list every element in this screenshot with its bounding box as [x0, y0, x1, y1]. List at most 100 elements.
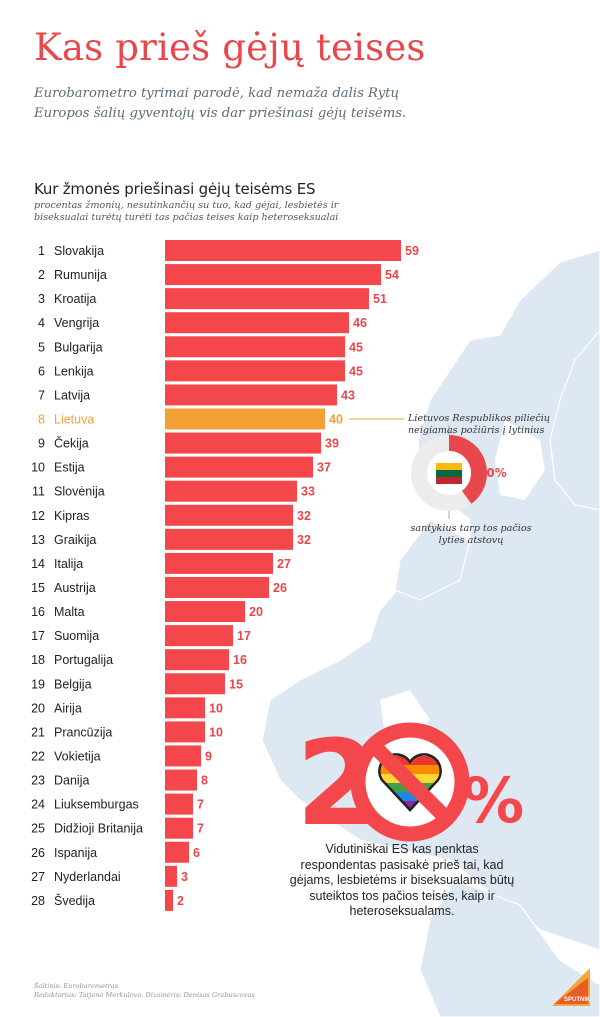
rank-label: 26 — [31, 846, 45, 860]
value-label: 9 — [205, 749, 212, 763]
value-label: 26 — [273, 581, 287, 595]
category-label: Portugalija — [54, 653, 113, 667]
category-label: Didžioji Britanija — [54, 822, 143, 836]
category-label: Slovakija — [54, 244, 104, 258]
stat-description: Vidutiniškai ES kas penktas respondentas… — [289, 842, 515, 918]
category-label: Latvija — [54, 388, 90, 402]
category-label: Graikija — [54, 533, 96, 547]
bar — [165, 576, 269, 598]
value-label: 2 — [177, 894, 184, 908]
category-label: Prancūzija — [54, 725, 112, 739]
bar — [165, 360, 345, 382]
value-label: 7 — [197, 798, 204, 812]
flag-stripe-red — [436, 477, 462, 484]
bar — [165, 865, 177, 887]
bar — [165, 601, 245, 623]
chart-title: Kur žmonės priešinasi gėjų teisėms ES — [34, 180, 316, 198]
bar — [165, 504, 293, 526]
rank-label: 10 — [31, 461, 45, 475]
category-label: Suomija — [54, 629, 99, 643]
flag-stripe-yellow — [436, 463, 462, 470]
category-label: Estija — [54, 461, 85, 475]
category-label: Švedija — [54, 893, 95, 908]
bar — [165, 745, 201, 767]
category-label: Rumunija — [54, 268, 107, 282]
category-label: Malta — [54, 605, 85, 619]
category-label: Bulgarija — [54, 340, 103, 354]
donut-slice — [449, 435, 487, 504]
rank-label: 21 — [31, 725, 45, 739]
bar — [165, 456, 313, 478]
value-label: 51 — [373, 292, 387, 306]
rank-label: 17 — [31, 629, 45, 643]
rank-label: 24 — [31, 798, 45, 812]
rank-label: 6 — [38, 364, 45, 378]
category-label: Austrija — [54, 581, 96, 595]
callout-top-text: Lietuvos Respublikos piliečių neigiamas … — [408, 413, 550, 436]
flag-stripe-green — [436, 470, 462, 477]
value-label: 54 — [385, 268, 399, 282]
value-label: 37 — [317, 461, 331, 475]
bar — [165, 312, 349, 334]
rank-label: 19 — [31, 677, 45, 691]
logo-text: SPUTNIK — [564, 997, 591, 1003]
value-label: 10 — [209, 701, 223, 715]
bar — [165, 480, 297, 502]
rank-label: 11 — [32, 485, 45, 499]
rank-label: 7 — [38, 388, 45, 402]
bar — [165, 288, 369, 310]
rank-label: 20 — [31, 701, 45, 715]
category-label: Belgija — [54, 677, 92, 691]
category-label: Danija — [54, 774, 89, 788]
rank-label: 25 — [31, 822, 45, 836]
footer-source: Šaltinis: Eurobarometras — [34, 982, 119, 990]
value-label: 45 — [349, 364, 363, 378]
bar — [165, 625, 233, 647]
bar — [165, 841, 189, 863]
value-label: 46 — [353, 316, 367, 330]
sputnik-logo[interactable]: SPUTNIK — [548, 964, 594, 1010]
category-label: Vengrija — [54, 316, 99, 330]
value-label: 10 — [209, 725, 223, 739]
rank-label: 3 — [38, 292, 45, 306]
rank-label: 14 — [31, 557, 45, 571]
heart-outline — [378, 753, 442, 812]
bar — [165, 432, 321, 454]
value-label: 17 — [237, 629, 251, 643]
bar — [165, 889, 173, 911]
value-label: 59 — [405, 244, 419, 258]
category-label: Kipras — [54, 509, 89, 523]
value-label: 16 — [233, 653, 247, 667]
rank-label: 8 — [38, 412, 45, 426]
heart-stripe — [380, 801, 440, 810]
bar — [165, 649, 229, 671]
category-label: Lenkija — [54, 364, 94, 378]
rank-label: 5 — [38, 340, 45, 354]
stat-percent-sign: % — [462, 764, 524, 837]
category-label: Čekija — [54, 436, 89, 451]
category-label: Vokietija — [54, 749, 101, 763]
bar — [165, 769, 197, 791]
bar — [165, 528, 293, 550]
page-title: Kas prieš gėjų teises — [34, 26, 426, 69]
rank-label: 13 — [31, 533, 45, 547]
category-label: Italija — [54, 557, 83, 571]
footer: Šaltinis: Eurobarometras Redaktorius: Ta… — [34, 982, 255, 1000]
rank-label: 18 — [31, 653, 45, 667]
category-label: Airija — [54, 701, 82, 715]
rank-label: 9 — [38, 437, 45, 451]
category-label: Ispanija — [54, 846, 97, 860]
category-label: Kroatija — [54, 292, 96, 306]
value-label: 15 — [229, 677, 243, 691]
value-label: 7 — [197, 822, 204, 836]
chart-subtitle: procentas žmonių, nesutinkančių su tuo, … — [34, 200, 339, 223]
rank-label: 2 — [38, 268, 45, 282]
callout-bottom-text: santykius tarp tos pačios lyties atstovų — [410, 523, 532, 546]
value-label: 39 — [325, 437, 339, 451]
value-label: 32 — [297, 533, 311, 547]
heart-stripe — [380, 765, 440, 774]
value-label: 27 — [277, 557, 291, 571]
value-label: 45 — [349, 340, 363, 354]
